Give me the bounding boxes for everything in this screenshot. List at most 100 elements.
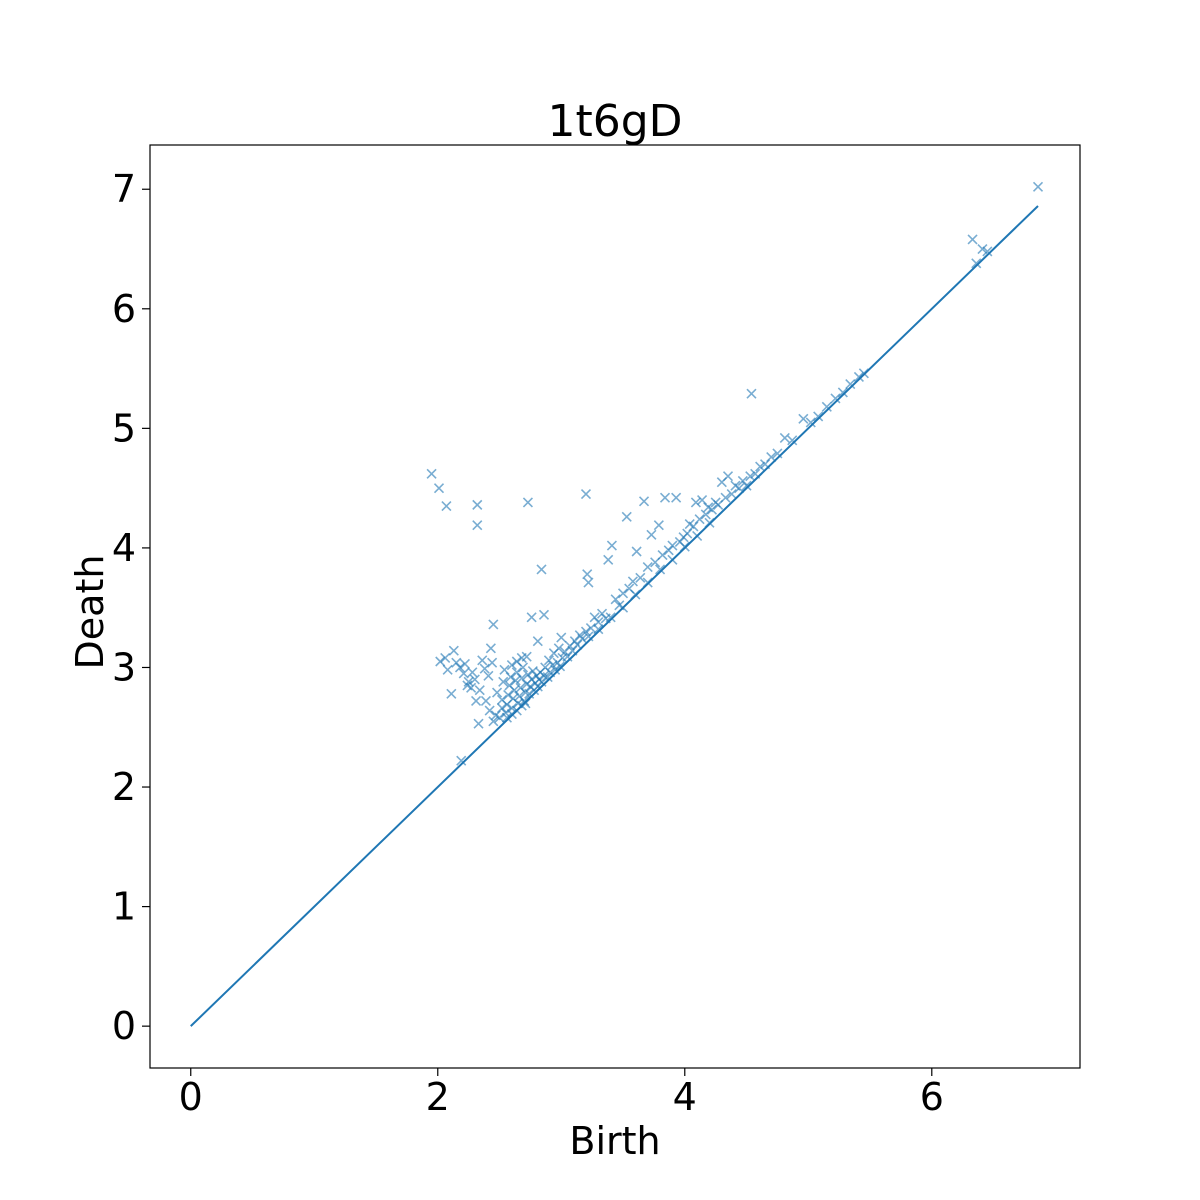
scatter-point xyxy=(813,411,824,422)
scatter-point xyxy=(456,755,467,766)
scatter-point xyxy=(458,668,469,679)
scatter-point xyxy=(479,663,490,674)
scatter-point xyxy=(554,661,566,672)
scatter-point xyxy=(469,674,480,685)
scatter-point xyxy=(536,676,547,687)
scatter-point xyxy=(690,497,701,508)
scatter-point xyxy=(446,688,457,699)
x-tick-label: 2 xyxy=(426,1075,450,1119)
scatter-point xyxy=(621,511,632,522)
scatter-point xyxy=(726,489,737,500)
scatter-point xyxy=(617,588,629,599)
scatter-point xyxy=(511,656,522,667)
scatter-point xyxy=(474,685,485,696)
x-axis: 0 2 4 6 xyxy=(179,1068,944,1119)
scatter-point xyxy=(631,546,642,557)
y-tick-label: 2 xyxy=(112,765,136,809)
scatter-point xyxy=(470,695,482,707)
scatter-point xyxy=(488,716,499,727)
scatter-point xyxy=(505,671,516,683)
scatter-point xyxy=(635,572,646,583)
scatter-point xyxy=(821,401,832,412)
scatter-point xyxy=(577,633,588,644)
scatter-point xyxy=(550,664,561,675)
y-tick-label: 5 xyxy=(112,406,136,450)
scatter-point xyxy=(617,602,629,613)
scatter-point xyxy=(433,483,445,494)
scatter-point xyxy=(556,632,567,643)
scatter-point xyxy=(467,667,478,678)
scatter-point xyxy=(501,712,512,723)
scatter-point xyxy=(755,461,766,472)
scatter-point xyxy=(858,368,869,379)
scatter-point xyxy=(580,489,592,500)
scatter-point xyxy=(741,480,752,491)
scatter-point xyxy=(706,504,718,515)
scatter-point xyxy=(593,624,604,635)
scatter-point xyxy=(543,655,554,666)
scatter-point xyxy=(671,492,682,503)
scatter-point xyxy=(519,695,530,707)
scatter-point xyxy=(627,576,638,587)
scatter-point xyxy=(503,689,514,701)
scatter-point xyxy=(722,471,734,482)
scatter-point xyxy=(454,662,466,673)
scatter-point xyxy=(971,258,982,269)
scatter-points xyxy=(426,181,1044,766)
scatter-point xyxy=(653,520,664,531)
scatter-point xyxy=(506,709,517,720)
scatter-point xyxy=(483,670,494,681)
scatter-point xyxy=(448,645,459,656)
scatter-point xyxy=(750,468,761,479)
y-tick-label: 7 xyxy=(112,167,136,211)
scatter-point xyxy=(605,612,616,623)
scatter-point xyxy=(603,554,614,565)
scatter-point xyxy=(642,577,653,588)
y-axis-label: Death xyxy=(68,555,112,670)
scatter-point xyxy=(582,569,593,580)
scatter-point xyxy=(638,496,650,507)
scatter-point xyxy=(830,393,841,404)
scatter-point xyxy=(610,594,621,605)
scatter-point xyxy=(787,435,798,446)
scatter-point xyxy=(494,712,505,723)
scatter-point xyxy=(779,432,790,443)
y-tick-label: 1 xyxy=(112,885,136,929)
x-tick-label: 0 xyxy=(179,1075,203,1119)
scatter-point xyxy=(485,643,496,654)
scatter-point xyxy=(442,664,453,675)
scatter-point xyxy=(745,471,756,482)
x-tick-label: 4 xyxy=(673,1075,697,1119)
scatter-point xyxy=(772,448,783,459)
scatter-point xyxy=(720,492,731,503)
scatter-point xyxy=(805,417,816,428)
scatter-point xyxy=(583,577,594,588)
scatter-point xyxy=(655,564,666,575)
scatter-point xyxy=(837,387,848,398)
scatter-point xyxy=(646,529,657,540)
scatter-point xyxy=(630,589,641,600)
scatter-point xyxy=(472,520,483,531)
chart-title: 1t6gD xyxy=(547,96,682,147)
y-tick-label: 3 xyxy=(112,645,136,689)
plot-frame xyxy=(149,144,1081,1069)
x-axis-label: Birth xyxy=(569,1119,660,1163)
scatter-point xyxy=(977,243,988,255)
diagonal-line xyxy=(190,205,1039,1027)
scatter-point xyxy=(484,705,495,716)
scatter-point xyxy=(459,658,471,669)
scatter-point xyxy=(466,682,477,693)
scatter-point xyxy=(982,246,993,257)
scatter-point xyxy=(538,609,550,620)
y-tick-label: 0 xyxy=(112,1004,136,1048)
scatter-point xyxy=(472,499,483,510)
scatter-point xyxy=(526,612,537,623)
scatter-point xyxy=(522,497,533,508)
scatter-point xyxy=(435,656,446,667)
scatter-point xyxy=(491,687,503,698)
scatter-point xyxy=(426,468,437,479)
scatter-point xyxy=(679,541,690,552)
scatter-point xyxy=(967,234,978,245)
scatter-point xyxy=(487,657,498,668)
